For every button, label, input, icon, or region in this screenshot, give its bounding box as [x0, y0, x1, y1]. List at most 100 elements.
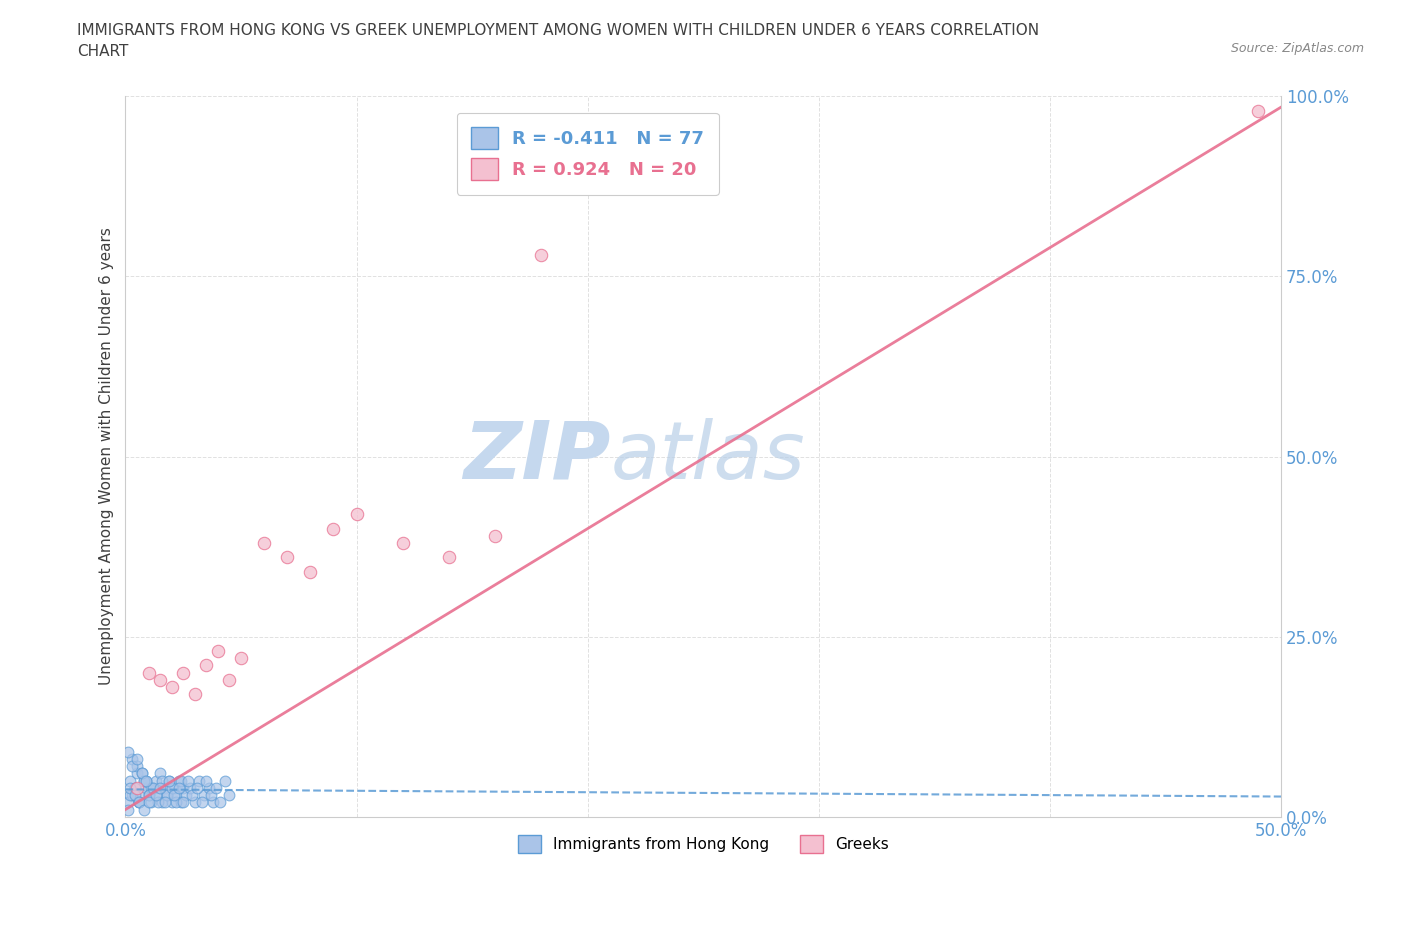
Point [299, 565, 322, 579]
Point [218, 672, 240, 687]
Point [131, 766, 153, 781]
Point [163, 780, 186, 795]
Text: Source: ZipAtlas.com: Source: ZipAtlas.com [1230, 42, 1364, 55]
Point [157, 773, 180, 788]
Point [174, 788, 197, 803]
Point [177, 773, 200, 788]
Point [125, 759, 148, 774]
Point [172, 780, 194, 795]
Point [276, 550, 298, 565]
Point [117, 795, 139, 810]
Point [149, 766, 172, 781]
Point [214, 773, 236, 788]
Y-axis label: Unemployment Among Women with Children Under 6 years: Unemployment Among Women with Children U… [100, 228, 114, 685]
Point [138, 665, 160, 680]
Point [153, 780, 176, 795]
Point [132, 773, 155, 788]
Point [138, 788, 160, 803]
Point [146, 795, 169, 810]
Point [229, 651, 252, 666]
Point [117, 802, 139, 817]
Point [209, 795, 232, 810]
Point [163, 788, 186, 803]
Point [170, 795, 193, 810]
Point [165, 795, 187, 810]
Point [139, 780, 162, 795]
Point [135, 773, 157, 788]
Point [120, 788, 142, 803]
Point [157, 773, 180, 788]
Point [120, 780, 142, 795]
Point [124, 788, 146, 803]
Point [1247, 103, 1270, 118]
Point [322, 521, 344, 536]
Point [132, 773, 155, 788]
Point [128, 795, 150, 810]
Point [179, 780, 201, 795]
Point [128, 795, 150, 810]
Point [172, 665, 194, 680]
Point [204, 780, 226, 795]
Point [121, 788, 143, 803]
Point [346, 507, 368, 522]
Point [391, 536, 413, 551]
Point [121, 759, 143, 774]
Point [167, 780, 190, 795]
Point [131, 766, 153, 781]
Point [160, 780, 183, 795]
Point [124, 780, 146, 795]
Point [138, 795, 160, 810]
Point [437, 550, 460, 565]
Point [167, 773, 190, 788]
Point [160, 680, 183, 695]
Point [207, 644, 229, 658]
Point [142, 780, 165, 795]
Point [121, 751, 143, 766]
Point [193, 788, 215, 803]
Point [165, 788, 187, 803]
Point [202, 795, 225, 810]
Point [200, 788, 222, 803]
Point [153, 795, 176, 810]
Point [253, 536, 276, 551]
Point [120, 773, 142, 788]
Point [125, 766, 148, 781]
Point [170, 773, 193, 788]
Point [145, 773, 167, 788]
Point [138, 788, 160, 803]
Point [156, 788, 179, 803]
Point [124, 780, 146, 795]
Point [152, 795, 174, 810]
Point [156, 788, 179, 803]
Point [139, 795, 162, 810]
Text: ZIP: ZIP [464, 418, 610, 496]
Point [188, 773, 211, 788]
Point [190, 795, 212, 810]
Legend: Immigrants from Hong Kong, Greeks: Immigrants from Hong Kong, Greeks [512, 829, 894, 859]
Point [117, 744, 139, 759]
Point [530, 247, 553, 262]
Point [149, 780, 172, 795]
Text: atlas: atlas [610, 418, 806, 496]
Point [160, 795, 183, 810]
Point [184, 795, 207, 810]
Point [197, 780, 219, 795]
Point [125, 751, 148, 766]
Point [149, 672, 172, 687]
Point [195, 773, 218, 788]
Point [172, 795, 194, 810]
Point [152, 773, 174, 788]
Point [186, 780, 208, 795]
Point [135, 780, 157, 795]
Point [132, 802, 155, 817]
Point [146, 788, 169, 803]
Point [145, 788, 167, 803]
Point [128, 795, 150, 810]
Point [184, 687, 207, 702]
Point [142, 780, 165, 795]
Point [484, 528, 506, 543]
Point [181, 788, 204, 803]
Point [131, 788, 153, 803]
Text: IMMIGRANTS FROM HONG KONG VS GREEK UNEMPLOYMENT AMONG WOMEN WITH CHILDREN UNDER : IMMIGRANTS FROM HONG KONG VS GREEK UNEMP… [77, 23, 1039, 60]
Point [195, 658, 218, 673]
